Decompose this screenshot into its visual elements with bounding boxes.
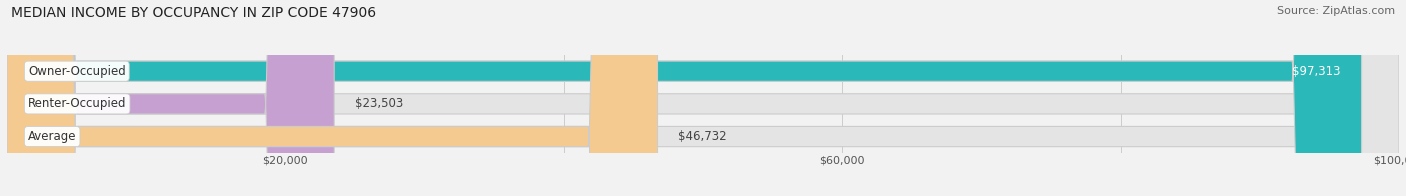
Text: $46,732: $46,732	[678, 130, 727, 143]
Text: $97,313: $97,313	[1292, 65, 1341, 78]
FancyBboxPatch shape	[7, 0, 658, 196]
FancyBboxPatch shape	[7, 0, 1361, 196]
FancyBboxPatch shape	[7, 0, 1399, 196]
Text: Owner-Occupied: Owner-Occupied	[28, 65, 125, 78]
Text: Renter-Occupied: Renter-Occupied	[28, 97, 127, 110]
FancyBboxPatch shape	[7, 0, 335, 196]
Text: Average: Average	[28, 130, 76, 143]
Text: MEDIAN INCOME BY OCCUPANCY IN ZIP CODE 47906: MEDIAN INCOME BY OCCUPANCY IN ZIP CODE 4…	[11, 6, 377, 20]
FancyBboxPatch shape	[7, 0, 1399, 196]
Text: Source: ZipAtlas.com: Source: ZipAtlas.com	[1277, 6, 1395, 16]
FancyBboxPatch shape	[7, 0, 1399, 196]
Text: $23,503: $23,503	[356, 97, 404, 110]
